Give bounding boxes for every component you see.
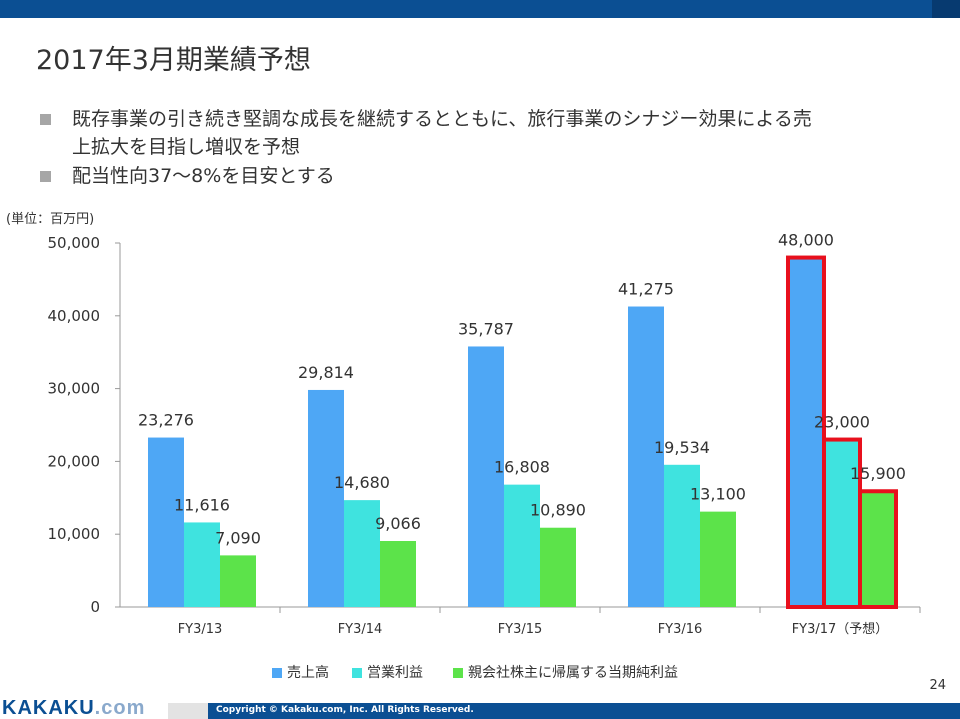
legend-label: 売上高: [287, 665, 329, 681]
bar-net-income: [700, 511, 736, 607]
unit-label: (単位：百万円): [6, 212, 95, 227]
legend-label: 営業利益: [367, 665, 423, 681]
slide-title: 2017年3月期業績予想: [36, 45, 311, 76]
legend-swatch-icon: [453, 668, 463, 678]
bar-net-income: [380, 540, 416, 607]
header-bar-accent: [932, 0, 960, 18]
data-label: 19,534: [654, 438, 710, 457]
bar-sales: [628, 306, 664, 607]
bullet-point-1: 既存事業の引き続き堅調な成長を継続するとともに、旅行事業のシナジー効果による売 …: [40, 105, 920, 165]
header-bar: [0, 0, 960, 18]
y-tick-label: 50,000: [48, 234, 101, 252]
data-label: 35,787: [458, 319, 514, 338]
data-label: 9,066: [375, 514, 421, 533]
bar-operating-income: [504, 484, 540, 607]
data-label: 23,000: [814, 413, 870, 432]
data-label: 29,814: [298, 363, 354, 382]
square-bullet-icon: [40, 114, 51, 125]
legend-item: 営業利益: [352, 662, 423, 682]
data-label: 7,090: [215, 528, 261, 547]
copyright-text: Copyright © Kakaku.com, Inc. All Rights …: [216, 705, 474, 715]
bullet-1-line-1: 既存事業の引き続き堅調な成長を継続するとともに、旅行事業のシナジー効果による売: [72, 108, 812, 130]
bar-sales: [786, 255, 826, 610]
data-label: 15,900: [850, 464, 906, 483]
bar-operating-income: [664, 464, 700, 607]
data-label: 10,890: [530, 501, 586, 520]
y-tick-label: 0: [90, 598, 100, 616]
footer-bar: [208, 703, 960, 719]
square-bullet-icon: [40, 171, 51, 182]
bar-net-income: [540, 527, 576, 607]
bullet-2-line-1: 配当性向37～8%を目安とする: [72, 165, 335, 187]
bar-net-income: [858, 489, 898, 609]
data-label: 23,276: [138, 411, 194, 430]
data-label: 41,275: [618, 280, 674, 299]
x-category-label: FY3/17（予想）: [792, 621, 889, 637]
data-label: 11,616: [174, 495, 230, 514]
data-label: 13,100: [690, 485, 746, 504]
bullet-point-2: 配当性向37～8%を目安とする: [40, 162, 640, 192]
footer-gap: [168, 703, 208, 719]
data-label: 48,000: [778, 231, 834, 250]
legend-item: 親会社株主に帰属する当期純利益: [453, 662, 678, 682]
chart-legend: 売上高 営業利益 親会社株主に帰属する当期純利益: [0, 662, 960, 682]
y-tick-label: 10,000: [48, 525, 101, 543]
x-category-label: FY3/14: [338, 622, 383, 637]
x-category-label: FY3/15: [498, 622, 543, 637]
bar-chart: 0 10,000 20,000 30,000 40,000 50,000 FY3/13 FY3…: [48, 231, 921, 637]
bar-operating-income: [184, 522, 220, 607]
bar-operating-income: [344, 500, 380, 607]
page-number: 24: [929, 678, 946, 693]
y-tick-label: 20,000: [48, 452, 101, 470]
bar-sales: [468, 346, 504, 607]
legend-swatch-icon: [352, 668, 362, 678]
bar-sales: [148, 437, 184, 607]
legend-swatch-icon: [272, 668, 282, 678]
legend-item: 売上高: [272, 662, 329, 682]
bar-operating-income: [822, 437, 862, 609]
bullet-1-line-2: 上拡大を目指し増収を予想: [72, 136, 301, 158]
data-label: 16,808: [494, 458, 550, 477]
legend-label: 親会社株主に帰属する当期純利益: [468, 665, 678, 681]
logo-suffix-text: .com: [94, 697, 146, 719]
x-category-label: FY3/13: [178, 622, 223, 637]
x-category-label: FY3/16: [658, 622, 703, 637]
logo-main-text: KAKAKU: [2, 697, 95, 719]
y-tick-label: 40,000: [48, 307, 101, 325]
kakaku-logo: KAKAKU.com: [2, 697, 145, 719]
data-label: 14,680: [334, 473, 390, 492]
y-tick-label: 30,000: [48, 380, 101, 398]
bar-net-income: [220, 555, 256, 607]
bar-sales: [308, 389, 344, 607]
